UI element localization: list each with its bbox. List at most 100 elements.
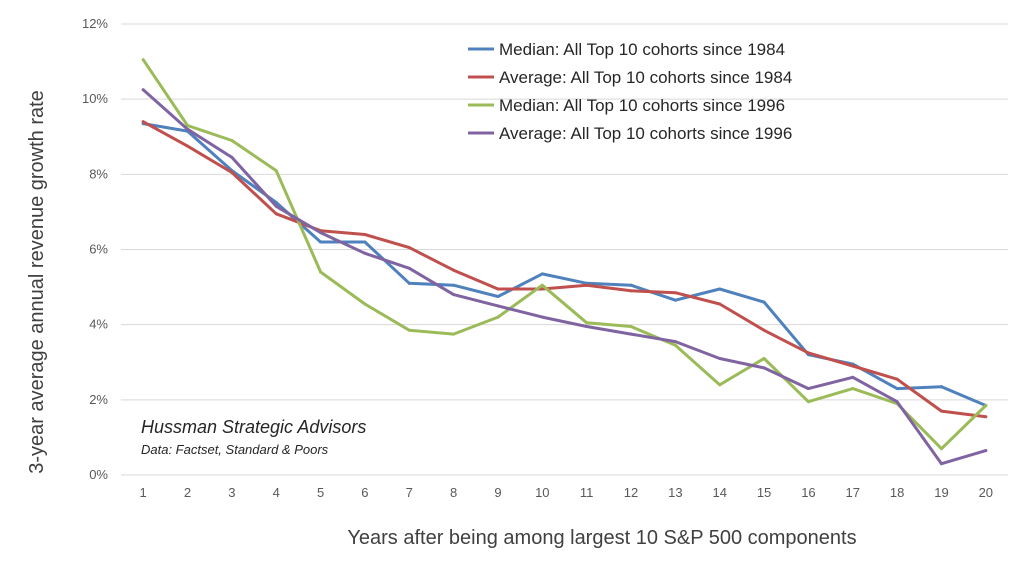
data-point xyxy=(585,283,589,287)
annotation-subtitle: Data: Factset, Standard & Poors xyxy=(141,442,329,457)
y-tick-label: 8% xyxy=(89,166,108,181)
legend: Median: All Top 10 cohorts since 1984 Ave… xyxy=(468,40,792,143)
annotation-title: Hussman Strategic Advisors xyxy=(141,417,366,437)
y-tick-label: 10% xyxy=(82,91,108,106)
data-point xyxy=(895,387,899,391)
data-point xyxy=(806,400,810,404)
y-tick-label: 6% xyxy=(89,242,108,257)
data-point xyxy=(540,315,544,319)
data-point xyxy=(230,155,234,159)
y-axis-tick-labels: 0% 2% 4% 6% 8% 10% 12% xyxy=(82,16,108,482)
data-point xyxy=(629,325,633,329)
data-point xyxy=(452,332,456,336)
data-point xyxy=(230,139,234,143)
data-point xyxy=(407,246,411,250)
data-point xyxy=(452,293,456,297)
legend-label: Median: All Top 10 cohorts since 1996 xyxy=(499,96,785,115)
data-point xyxy=(851,375,855,379)
x-tick-label: 18 xyxy=(890,485,904,500)
data-point xyxy=(141,88,145,92)
data-point xyxy=(585,321,589,325)
x-tick-label: 1 xyxy=(140,485,147,500)
data-point xyxy=(363,240,367,244)
y-tick-label: 2% xyxy=(89,392,108,407)
data-point xyxy=(629,283,633,287)
data-point xyxy=(496,304,500,308)
x-tick-label: 4 xyxy=(273,485,280,500)
data-point xyxy=(496,287,500,291)
x-tick-label: 15 xyxy=(757,485,771,500)
data-point xyxy=(141,120,145,124)
legend-item-1: Median: All Top 10 cohorts since 1984 xyxy=(468,40,785,59)
data-point xyxy=(186,144,190,148)
data-point xyxy=(186,127,190,131)
legend-label: Average: All Top 10 cohorts since 1996 xyxy=(499,124,792,143)
data-point xyxy=(718,383,722,387)
data-point xyxy=(718,287,722,291)
legend-item-4: Average: All Top 10 cohorts since 1996 xyxy=(468,124,792,143)
data-point xyxy=(186,123,190,127)
x-axis-title: Years after being among largest 10 S&P 5… xyxy=(347,527,856,549)
legend-label: Average: All Top 10 cohorts since 1984 xyxy=(499,68,792,87)
data-point xyxy=(939,409,943,413)
x-tick-label: 10 xyxy=(535,485,549,500)
data-point xyxy=(540,272,544,276)
data-point xyxy=(363,302,367,306)
series-lines xyxy=(141,58,988,466)
data-point xyxy=(230,170,234,174)
x-tick-label: 9 xyxy=(494,485,501,500)
data-point xyxy=(939,447,943,451)
data-point xyxy=(629,332,633,336)
data-point xyxy=(452,268,456,272)
y-tick-label: 0% xyxy=(89,467,108,482)
x-tick-label: 16 xyxy=(801,485,815,500)
data-point xyxy=(718,356,722,360)
data-point xyxy=(363,251,367,255)
x-tick-label: 5 xyxy=(317,485,324,500)
data-point xyxy=(895,377,899,381)
series-line-4 xyxy=(141,88,988,466)
data-point xyxy=(939,385,943,389)
data-point xyxy=(762,300,766,304)
data-point xyxy=(939,462,943,466)
data-point xyxy=(851,364,855,368)
data-point xyxy=(407,281,411,285)
data-point xyxy=(718,302,722,306)
data-point xyxy=(540,283,544,287)
data-point xyxy=(895,400,899,404)
data-point xyxy=(762,328,766,332)
data-point xyxy=(319,270,323,274)
data-point xyxy=(407,266,411,270)
legend-item-2: Average: All Top 10 cohorts since 1984 xyxy=(468,68,792,87)
series-line-2 xyxy=(141,120,988,419)
data-point xyxy=(762,356,766,360)
data-point xyxy=(629,289,633,293)
data-point xyxy=(806,387,810,391)
y-tick-label: 12% xyxy=(82,16,108,31)
x-tick-label: 2 xyxy=(184,485,191,500)
x-tick-label: 13 xyxy=(668,485,682,500)
x-tick-label: 17 xyxy=(846,485,860,500)
y-axis-title: 3-year average annual revenue growth rat… xyxy=(26,90,48,474)
x-tick-label: 20 xyxy=(979,485,993,500)
x-tick-label: 14 xyxy=(712,485,726,500)
data-point xyxy=(851,387,855,391)
x-axis-tick-labels: 1 2 3 4 5 6 7 8 9 10 11 12 13 14 15 16 17 18 19 20 xyxy=(140,485,994,500)
x-tick-label: 7 xyxy=(406,485,413,500)
x-tick-label: 3 xyxy=(228,485,235,500)
data-point xyxy=(363,232,367,236)
data-point xyxy=(673,340,677,344)
data-point xyxy=(319,240,323,244)
data-point xyxy=(762,366,766,370)
data-point xyxy=(673,298,677,302)
data-point xyxy=(585,325,589,329)
legend-label: Median: All Top 10 cohorts since 1984 xyxy=(499,40,785,59)
data-point xyxy=(673,291,677,295)
x-tick-label: 19 xyxy=(934,485,948,500)
data-point xyxy=(274,204,278,208)
gridlines xyxy=(121,23,1008,476)
data-point xyxy=(141,58,145,62)
legend-item-3: Median: All Top 10 cohorts since 1996 xyxy=(468,96,785,115)
data-point xyxy=(984,449,988,453)
